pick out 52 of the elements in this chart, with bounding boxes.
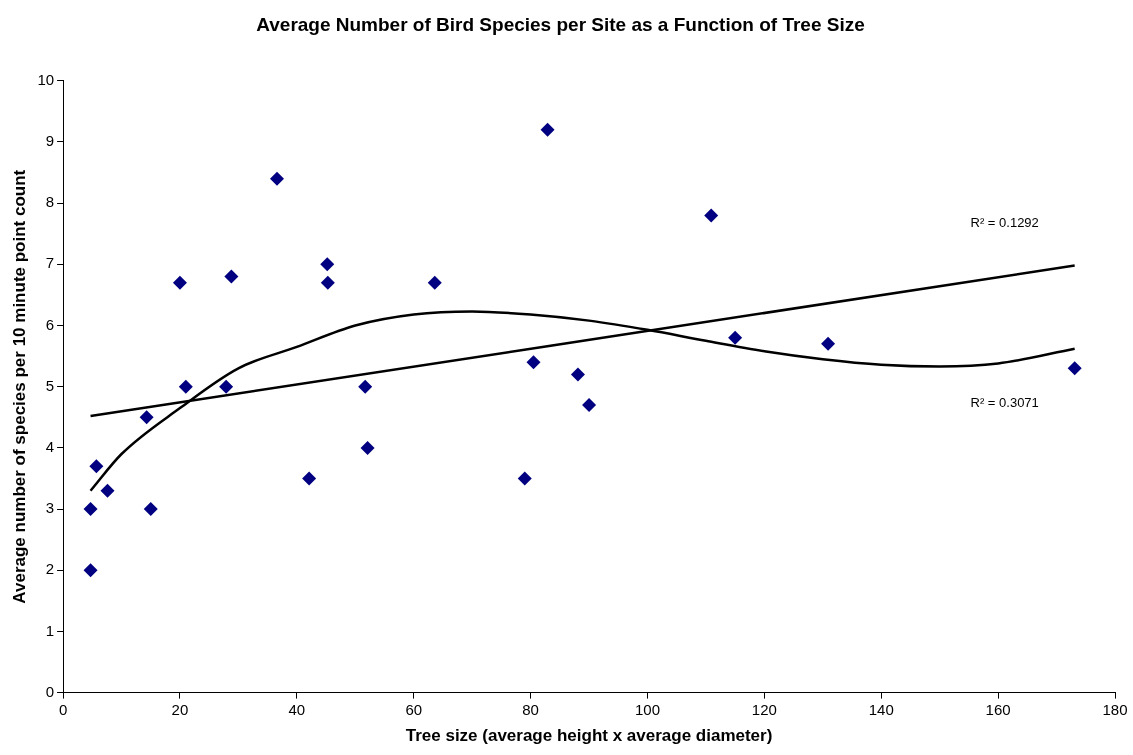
y-tick-label: 1 — [45, 621, 55, 639]
point — [517, 471, 532, 486]
point — [219, 379, 234, 394]
point — [570, 367, 585, 382]
point — [139, 410, 154, 425]
y-tick-label: 0 — [45, 682, 55, 700]
point — [178, 379, 193, 394]
y-tick-label: 7 — [45, 254, 55, 272]
annotation: R² = 0.3071 — [970, 395, 1039, 411]
point — [320, 275, 335, 290]
x-tick-label: 140 — [868, 700, 894, 718]
x-tick-label: 160 — [985, 700, 1011, 718]
y-tick-label: 5 — [45, 376, 55, 394]
point — [172, 275, 187, 290]
x-tick-label: 40 — [288, 700, 306, 718]
point — [269, 171, 284, 186]
x-tick-label: 180 — [1102, 700, 1128, 718]
x-tick-label: 120 — [751, 700, 777, 718]
point — [728, 330, 743, 345]
point — [89, 459, 104, 474]
x-tick-label: 0 — [58, 700, 68, 718]
x-tick-label: 100 — [634, 700, 660, 718]
annotation: R² = 0.1292 — [970, 215, 1039, 231]
x-axis-title: Tree size (average height x average diameter) — [405, 726, 773, 746]
y-tick-label: 8 — [45, 193, 55, 211]
point — [360, 440, 375, 455]
point — [704, 208, 719, 223]
chart-title: Average Number of Bird Species per Site as a Function of Tree Size — [256, 13, 865, 35]
point — [1067, 361, 1082, 376]
point — [427, 275, 442, 290]
point — [526, 355, 541, 370]
x-tick-label: 80 — [522, 700, 539, 718]
point — [100, 483, 115, 498]
point — [358, 379, 373, 394]
point — [540, 122, 555, 137]
point — [582, 398, 597, 413]
point — [83, 502, 98, 517]
y-tick-label: 4 — [45, 438, 55, 456]
y-axis-title: Average number of species per 10 minute point count — [9, 169, 29, 604]
y-tick-label: 3 — [45, 499, 55, 517]
point — [821, 336, 836, 351]
y-tick-label: 2 — [45, 560, 55, 578]
point — [83, 563, 98, 578]
point — [320, 257, 335, 272]
y-tick-label: 9 — [45, 132, 55, 150]
x-tick-label: 60 — [405, 700, 423, 718]
point — [224, 269, 239, 284]
y-tick-label: 10 — [37, 70, 55, 88]
point — [143, 502, 158, 517]
point — [302, 471, 317, 486]
y-tick-label: 6 — [45, 315, 55, 333]
x-tick-label: 20 — [171, 700, 189, 718]
